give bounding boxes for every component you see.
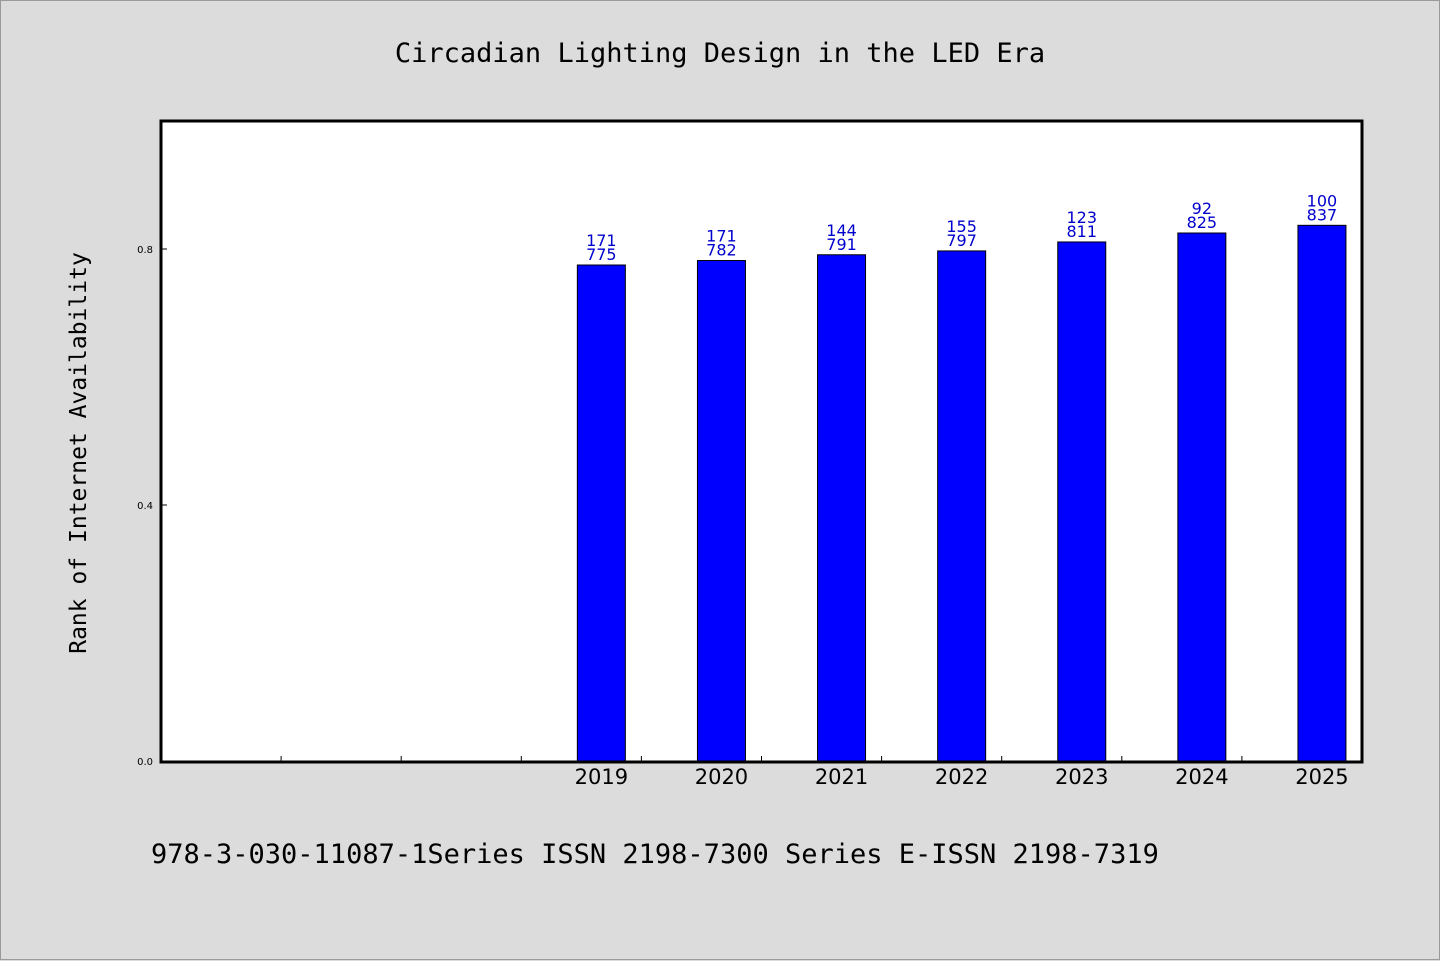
bar bbox=[1177, 232, 1227, 762]
x-tick-label: 2024 bbox=[1175, 765, 1228, 789]
data-label-top: 100 bbox=[1307, 191, 1338, 210]
chart-title: Circadian Lighting Design in the LED Era bbox=[395, 38, 1045, 69]
x-tick-label: 2021 bbox=[815, 765, 868, 789]
data-label-top: 171 bbox=[586, 231, 617, 250]
data-label-bottom: 782 bbox=[706, 241, 737, 260]
data-label-top: 92 bbox=[1192, 199, 1212, 218]
y-tick-label: 0.4 bbox=[137, 501, 153, 512]
y-tick-label: 0.8 bbox=[137, 245, 153, 256]
data-label-top: 155 bbox=[946, 217, 977, 236]
data-label-top: 171 bbox=[706, 227, 737, 246]
data-label-bottom: 811 bbox=[1066, 222, 1097, 241]
bar bbox=[1057, 241, 1107, 762]
data-label-top: 144 bbox=[826, 221, 857, 240]
data-labels-layer: 1717751717821447911557971238119282510083… bbox=[586, 191, 1337, 264]
y-axis-label: Rank of Internet Availability bbox=[66, 252, 92, 654]
data-label-bottom: 791 bbox=[826, 235, 857, 254]
data-label-bottom: 825 bbox=[1187, 213, 1218, 232]
bar bbox=[696, 260, 746, 762]
bar bbox=[576, 264, 626, 762]
footer-text: 978-3-030-11087-1Series ISSN 2198-7300 S… bbox=[151, 839, 1159, 870]
data-label-bottom: 775 bbox=[586, 245, 617, 264]
x-tick-label: 2020 bbox=[695, 765, 748, 789]
data-label-bottom: 797 bbox=[946, 231, 977, 250]
bars-layer bbox=[576, 224, 1347, 762]
bar bbox=[817, 254, 867, 762]
plot-area bbox=[161, 121, 1362, 762]
data-label-bottom: 837 bbox=[1307, 205, 1338, 224]
plot-border bbox=[159, 119, 1364, 764]
y-tick-label: 0.0 bbox=[137, 757, 153, 768]
x-tick-label: 2023 bbox=[1055, 765, 1108, 789]
x-tick-label: 2022 bbox=[935, 765, 988, 789]
data-label-top: 123 bbox=[1066, 208, 1097, 227]
x-tick-label: 2025 bbox=[1295, 765, 1348, 789]
x-axis: 2019 2020 2021 2022 2023 2024 2025 bbox=[280, 756, 1349, 789]
bar bbox=[937, 250, 987, 762]
bar bbox=[1297, 224, 1347, 762]
x-tick-label: 2019 bbox=[575, 765, 628, 789]
